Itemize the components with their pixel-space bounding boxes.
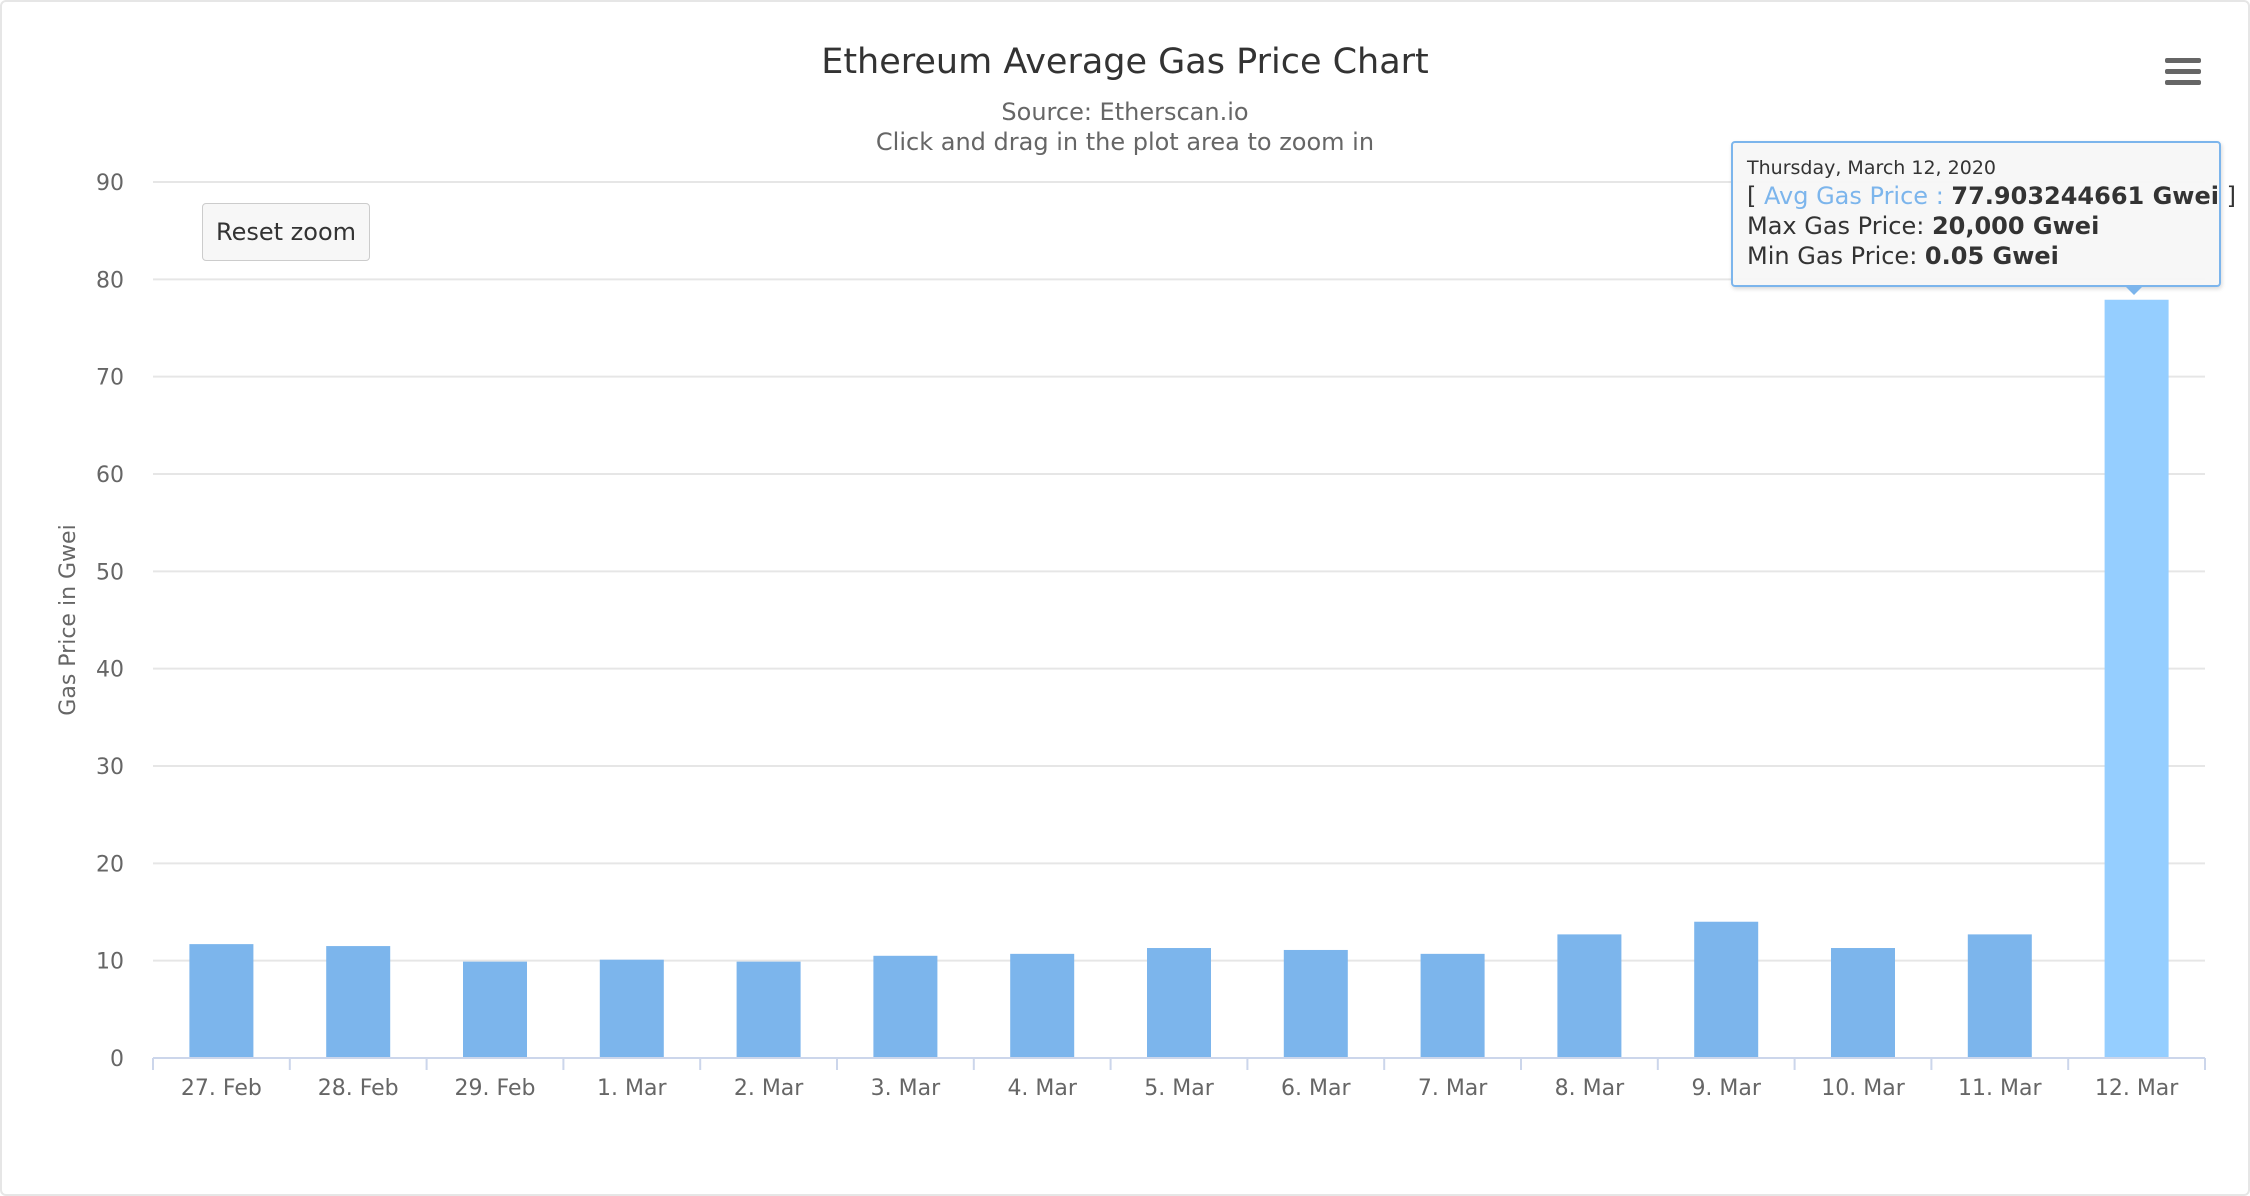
chart-title: Ethereum Average Gas Price Chart <box>821 42 1429 82</box>
x-tick-label: 12. Mar <box>2095 1076 2179 1101</box>
x-tick-label: 5. Mar <box>1144 1076 1214 1101</box>
tooltip-avg-line: [ Avg Gas Price : 77.903244661 Gwei ] <box>1747 181 2236 211</box>
y-tick-label: 50 <box>96 560 124 585</box>
hamburger-menu-icon[interactable] <box>2165 58 2201 88</box>
axes: 0 10 20 30 40 50 60 70 80 90 27. Feb 28. Feb 29. Feb… <box>96 171 2206 1101</box>
bar-27-feb[interactable] <box>189 944 254 1058</box>
reset-zoom-button[interactable]: Reset zoom <box>202 203 370 261</box>
chart-tooltip: Thursday, March 12, 2020 [ Avg Gas Price… <box>1731 141 2236 287</box>
x-tick-label: 7. Mar <box>1418 1076 1488 1101</box>
tooltip-min-line: Min Gas Price: 0.05 Gwei <box>1747 241 2205 271</box>
y-tick-label: 10 <box>96 950 124 975</box>
bar-28-feb[interactable] <box>326 946 391 1058</box>
x-tick-label: 29. Feb <box>455 1076 536 1101</box>
y-tick-label: 70 <box>96 366 124 391</box>
y-tick-label: 90 <box>96 171 124 196</box>
chart-subtitle-source: Source: Etherscan.io <box>1001 98 1249 126</box>
y-tick-label: 80 <box>96 268 124 293</box>
x-tick-label: 27. Feb <box>181 1076 262 1101</box>
bar-6-mar[interactable] <box>1283 949 1348 1058</box>
x-tick-label: 1. Mar <box>597 1076 667 1101</box>
y-tick-label: 60 <box>96 463 124 488</box>
tooltip-open-bracket: [ <box>1747 182 1764 210</box>
x-tick-label: 11. Mar <box>1958 1076 2042 1101</box>
bar-8-mar[interactable] <box>1557 934 1622 1058</box>
bar-2-mar[interactable] <box>736 961 801 1058</box>
y-tick-label: 0 <box>110 1047 124 1072</box>
tooltip-max-label: Max Gas Price: <box>1747 212 1932 240</box>
x-tick-label: 4. Mar <box>1007 1076 1077 1101</box>
x-tick-label: 10. Mar <box>1821 1076 1905 1101</box>
bar-7-mar[interactable] <box>1420 953 1485 1058</box>
tooltip-min-label: Min Gas Price: <box>1747 242 1925 270</box>
tooltip-series-label: Avg Gas Price : <box>1764 182 1952 210</box>
tooltip-max-line: Max Gas Price: 20,000 Gwei <box>1747 211 2205 241</box>
bar-9-mar[interactable] <box>1694 921 1759 1058</box>
tooltip-date: Thursday, March 12, 2020 <box>1747 157 1996 179</box>
tooltip-close-bracket: ] <box>2218 182 2236 210</box>
bar-29-feb[interactable] <box>463 961 527 1058</box>
y-tick-label: 20 <box>96 852 124 877</box>
bar-10-mar[interactable] <box>1831 948 1895 1058</box>
tooltip-max-value: 20,000 Gwei <box>1931 212 2100 240</box>
x-tick-label: 2. Mar <box>734 1076 804 1101</box>
x-tick-label: 9. Mar <box>1691 1076 1761 1101</box>
y-tick-label: 30 <box>96 755 124 780</box>
y-axis-title: Gas Price in Gwei <box>56 524 81 715</box>
x-tick-label: 8. Mar <box>1555 1076 1625 1101</box>
bar-1-mar[interactable] <box>599 959 664 1058</box>
tooltip-pointer <box>2124 285 2144 295</box>
y-tick-label: 40 <box>96 658 124 683</box>
bar-5-mar[interactable] <box>1147 948 1211 1058</box>
tooltip-avg-value: 77.903244661 Gwei <box>1951 182 2219 210</box>
tooltip-min-value: 0.05 Gwei <box>1924 242 2059 270</box>
x-tick-label: 28. Feb <box>318 1076 399 1101</box>
bar-3-mar[interactable] <box>873 955 938 1058</box>
chart-subtitle-hint: Click and drag in the plot area to zoom … <box>875 128 1375 156</box>
bar-11-mar[interactable] <box>1967 934 2032 1058</box>
bar-12-mar[interactable] <box>2104 299 2169 1058</box>
bar-series <box>189 299 2169 1058</box>
x-tick-label: 6. Mar <box>1281 1076 1351 1101</box>
x-tick-label: 3. Mar <box>871 1076 941 1101</box>
grid-lines <box>153 181 2205 962</box>
bar-4-mar[interactable] <box>1010 953 1075 1058</box>
